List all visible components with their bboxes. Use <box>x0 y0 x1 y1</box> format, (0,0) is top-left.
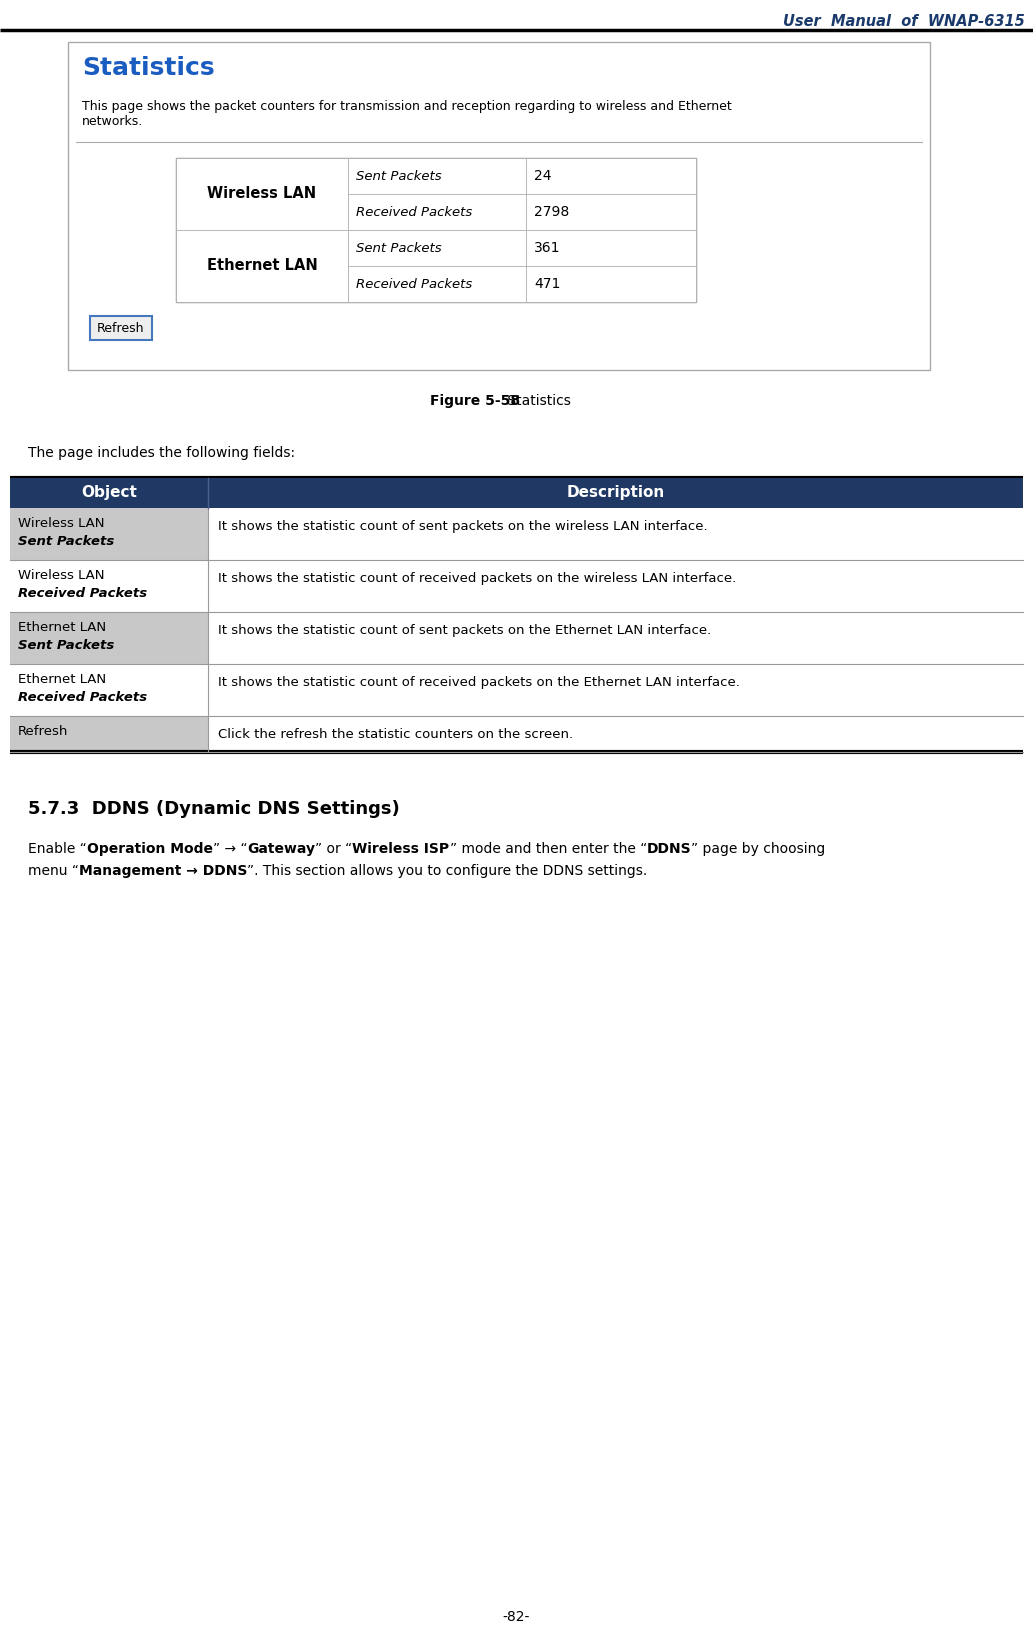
Text: Refresh: Refresh <box>97 322 145 335</box>
Bar <box>10 664 208 716</box>
Text: Received Packets: Received Packets <box>18 690 147 703</box>
Text: It shows the statistic count of received packets on the Ethernet LAN interface.: It shows the statistic count of received… <box>218 676 740 689</box>
Bar <box>526 230 696 266</box>
Bar <box>68 42 930 370</box>
Bar <box>348 266 526 302</box>
Text: Ethernet LAN: Ethernet LAN <box>18 672 106 685</box>
Bar <box>208 612 1023 664</box>
Text: Object: Object <box>81 485 137 501</box>
Text: Gateway: Gateway <box>247 842 315 857</box>
Text: It shows the statistic count of received packets on the wireless LAN interface.: It shows the statistic count of received… <box>218 571 737 584</box>
Bar <box>176 158 696 302</box>
Text: Wireless LAN: Wireless LAN <box>18 570 104 583</box>
Text: Refresh: Refresh <box>18 725 68 738</box>
Text: Sent Packets: Sent Packets <box>18 535 115 548</box>
Text: -82-: -82- <box>502 1611 530 1624</box>
Text: Received Packets: Received Packets <box>18 588 147 601</box>
Text: Ethernet LAN: Ethernet LAN <box>207 258 317 274</box>
Text: 5.7.3  DDNS (Dynamic DNS Settings): 5.7.3 DDNS (Dynamic DNS Settings) <box>28 800 400 818</box>
Bar <box>208 508 1023 560</box>
Bar <box>176 158 348 230</box>
Text: Click the refresh the statistic counters on the screen.: Click the refresh the statistic counters… <box>218 728 573 741</box>
Text: ” or “: ” or “ <box>315 842 352 857</box>
Text: Wireless ISP: Wireless ISP <box>352 842 449 857</box>
Text: 24: 24 <box>534 170 552 183</box>
Bar <box>90 317 152 339</box>
Text: Wireless LAN: Wireless LAN <box>208 186 316 201</box>
Text: 471: 471 <box>534 277 560 290</box>
Text: ”. This section allows you to configure the DDNS settings.: ”. This section allows you to configure … <box>247 863 648 878</box>
Text: Operation Mode: Operation Mode <box>87 842 213 857</box>
Text: DDNS: DDNS <box>647 842 691 857</box>
Bar <box>10 716 208 752</box>
Text: 2798: 2798 <box>534 206 569 219</box>
Text: Received Packets: Received Packets <box>356 277 472 290</box>
Text: ” page by choosing: ” page by choosing <box>691 842 825 857</box>
Bar <box>208 560 1023 612</box>
Text: The page includes the following fields:: The page includes the following fields: <box>28 446 295 460</box>
Text: Figure 5-58: Figure 5-58 <box>430 393 521 408</box>
Text: Description: Description <box>566 485 664 501</box>
Text: Received Packets: Received Packets <box>356 206 472 219</box>
Text: Sent Packets: Sent Packets <box>356 170 442 183</box>
Text: menu “: menu “ <box>28 863 79 878</box>
Bar <box>10 560 208 612</box>
Bar <box>348 230 526 266</box>
Bar <box>176 230 348 302</box>
Text: It shows the statistic count of sent packets on the wireless LAN interface.: It shows the statistic count of sent pac… <box>218 521 708 534</box>
Text: Wireless LAN: Wireless LAN <box>18 517 104 530</box>
Text: ” mode and then enter the “: ” mode and then enter the “ <box>449 842 647 857</box>
Text: It shows the statistic count of sent packets on the Ethernet LAN interface.: It shows the statistic count of sent pac… <box>218 623 712 636</box>
Bar <box>526 266 696 302</box>
Text: Statistics: Statistics <box>82 55 215 80</box>
Bar <box>208 664 1023 716</box>
Text: Ethernet LAN: Ethernet LAN <box>18 622 106 633</box>
Text: This page shows the packet counters for transmission and reception regarding to : This page shows the packet counters for … <box>82 100 731 127</box>
Bar <box>526 158 696 194</box>
Bar <box>10 612 208 664</box>
Bar <box>208 716 1023 752</box>
Bar <box>526 194 696 230</box>
Text: User  Manual  of  WNAP-6315: User Manual of WNAP-6315 <box>783 15 1025 29</box>
Text: Sent Packets: Sent Packets <box>356 242 442 255</box>
Bar <box>348 158 526 194</box>
Text: Statistics: Statistics <box>503 393 571 408</box>
Text: Management → DDNS: Management → DDNS <box>79 863 247 878</box>
Text: Enable “: Enable “ <box>28 842 87 857</box>
Bar <box>10 508 208 560</box>
Bar <box>10 478 1023 508</box>
Text: ” → “: ” → “ <box>213 842 247 857</box>
Bar <box>348 194 526 230</box>
Text: 361: 361 <box>534 242 561 255</box>
Text: Sent Packets: Sent Packets <box>18 640 115 653</box>
